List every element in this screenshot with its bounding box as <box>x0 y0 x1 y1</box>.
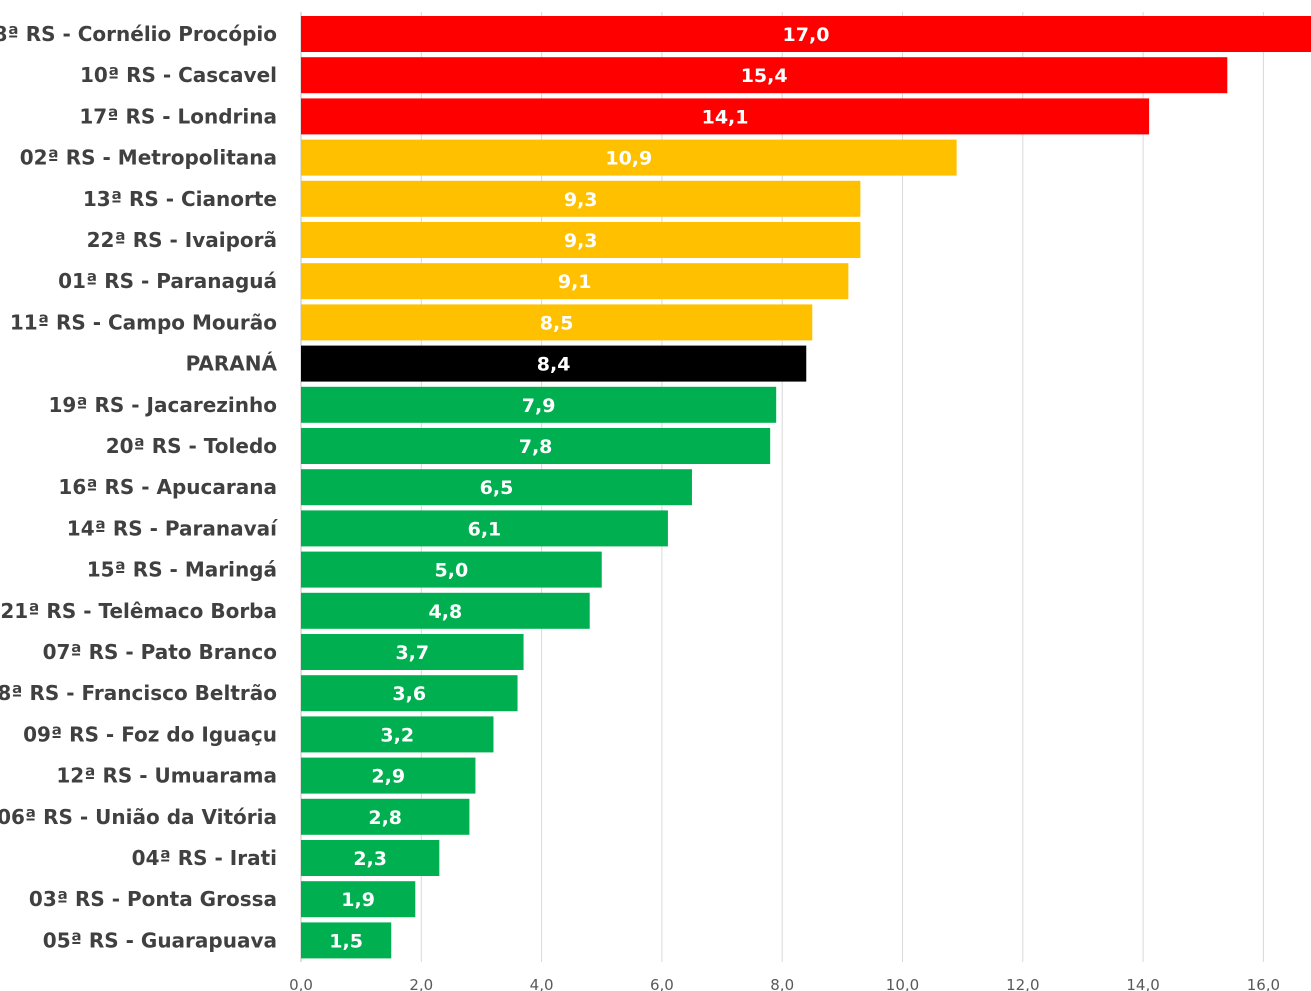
category-label: 09ª RS - Foz do Iguaçu <box>23 722 277 746</box>
bar <box>301 304 813 341</box>
x-tick-label: 6,0 <box>650 976 674 991</box>
bar-value-label: 6,5 <box>480 477 514 499</box>
category-label: 15ª RS - Maringá <box>87 558 277 582</box>
category-labels: 18ª RS - Cornélio Procópio 10ª RS - Casca… <box>0 22 278 952</box>
category-label: 17ª RS - Londrina <box>79 104 277 128</box>
bar <box>301 386 777 423</box>
bar-value-label: 9,3 <box>564 189 598 211</box>
bar <box>301 592 590 629</box>
category-label: PARANÁ <box>186 352 278 376</box>
category-label: 11ª RS - Campo Mourão <box>10 310 277 334</box>
bar <box>301 222 861 258</box>
bar <box>301 57 1228 94</box>
bar <box>301 634 524 670</box>
data-labels: 17,0 15,4 14,1 10,9 9,3 9,3 9,1 8,5 8,4 7,9 7,86,5… <box>329 24 829 952</box>
x-tick-label: 12,0 <box>1006 976 1039 991</box>
category-label: 12ª RS - Umuarama <box>56 764 277 788</box>
x-tick-label: 10,0 <box>886 976 919 991</box>
bar-value-label: 15,4 <box>741 65 788 87</box>
bar <box>301 139 957 176</box>
bar-value-label: 2,3 <box>353 848 387 870</box>
category-label: 20ª RS - Toledo <box>106 434 277 458</box>
bar <box>301 840 440 876</box>
x-axis-ticks: 0,0 2,0 4,0 6,0 8,0 10,0 12,0 14,0 16,0 <box>289 976 1280 991</box>
bar <box>301 345 807 382</box>
bar-value-label: 7,9 <box>522 395 556 417</box>
x-tick-label: 0,0 <box>289 976 313 991</box>
category-label: 02ª RS - Metropolitana <box>20 146 277 170</box>
bar-value-label: 5,0 <box>435 560 469 582</box>
bar-value-label: 14,1 <box>702 106 749 128</box>
bar-value-label: 1,9 <box>341 889 375 911</box>
x-tick-label: 16,0 <box>1247 976 1280 991</box>
bar <box>301 551 602 588</box>
category-label: 22ª RS - Ivaiporã <box>87 228 277 252</box>
category-label: 19ª RS - Jacarezinho <box>48 393 277 417</box>
bar-value-label: 3,6 <box>392 683 426 705</box>
bar-value-label: 2,9 <box>371 766 405 788</box>
category-label: 13ª RS - Cianorte <box>83 187 277 211</box>
bar <box>301 757 476 794</box>
category-label: 07ª RS - Pato Branco <box>43 640 277 664</box>
category-label: 14ª RS - Paranavaí <box>67 516 278 540</box>
bar <box>301 881 416 918</box>
bar-value-label: 8,4 <box>537 354 571 376</box>
bar <box>301 98 1150 135</box>
bar <box>301 510 668 547</box>
bar-value-label: 9,3 <box>564 230 598 252</box>
category-label: 10ª RS - Cascavel <box>80 63 277 87</box>
bar-value-label: 17,0 <box>783 24 830 46</box>
bar-value-label: 3,2 <box>380 724 414 746</box>
x-tick-label: 14,0 <box>1126 976 1159 991</box>
bar-value-label: 3,7 <box>395 642 429 664</box>
x-tick-label: 2,0 <box>409 976 433 991</box>
bar-value-label: 2,8 <box>368 807 402 829</box>
bar-value-label: 6,1 <box>468 518 502 540</box>
x-tick-label: 8,0 <box>770 976 794 991</box>
category-label: 18ª RS - Cornélio Procópio <box>0 22 277 46</box>
bars <box>301 16 1311 959</box>
bar <box>301 675 518 712</box>
category-label: 08ª RS - Francisco Beltrão <box>0 681 277 705</box>
bar-value-label: 1,5 <box>329 930 363 952</box>
bar-value-label: 7,8 <box>519 436 553 458</box>
category-label: 01ª RS - Paranaguá <box>58 269 277 293</box>
bar-value-label: 4,8 <box>429 601 463 623</box>
category-label: 21ª RS - Telêmaco Borba <box>0 599 277 623</box>
bar <box>301 180 861 217</box>
x-tick-label: 4,0 <box>530 976 554 991</box>
bar-value-label: 8,5 <box>540 312 574 334</box>
bar <box>301 469 692 506</box>
bar <box>301 428 771 464</box>
category-label: 05ª RS - Guarapuava <box>43 928 277 952</box>
bar-value-label: 9,1 <box>558 271 592 293</box>
bar <box>301 798 470 835</box>
bar <box>301 263 849 300</box>
category-label: 16ª RS - Apucarana <box>58 475 277 499</box>
category-label: 04ª RS - Irati <box>132 846 277 870</box>
bar-value-label: 10,9 <box>605 148 652 170</box>
category-label: 03ª RS - Ponta Grossa <box>29 887 277 911</box>
bar <box>301 716 494 753</box>
bar <box>301 922 392 959</box>
bar <box>301 16 1311 52</box>
category-label: 06ª RS - União da Vitória <box>0 805 277 829</box>
